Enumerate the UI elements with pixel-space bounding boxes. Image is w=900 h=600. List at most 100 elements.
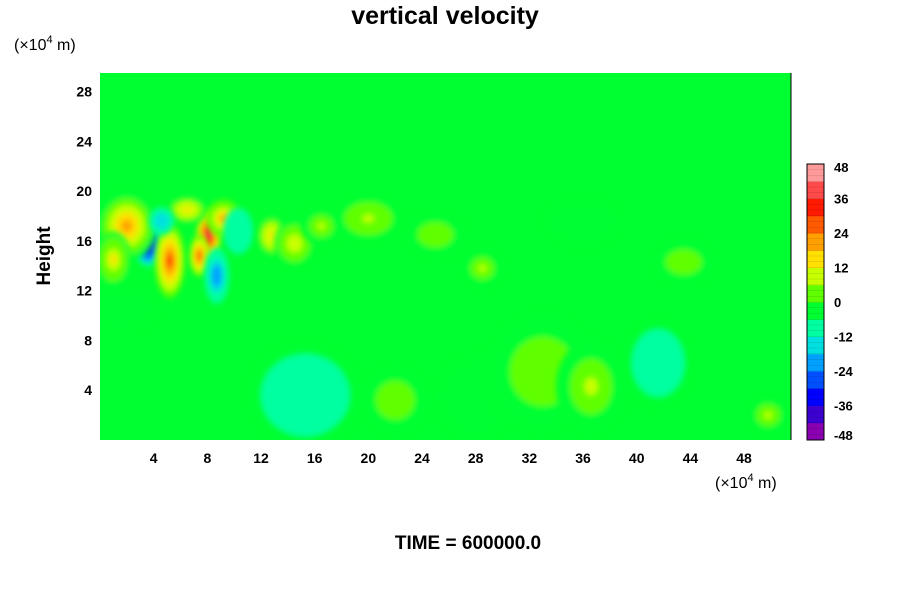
colorbar-tick-label: -48 [834, 428, 853, 443]
heatmap-contour [166, 253, 173, 268]
colorbar-band [807, 422, 824, 441]
y-tick-label: 28 [76, 84, 92, 100]
colorbar-band [807, 181, 824, 199]
y-axis-unit-exponent: 4 [46, 34, 52, 46]
x-tick-label: 36 [575, 450, 591, 466]
heatmap-contour [429, 230, 442, 239]
colorbar-tick-label: -36 [834, 399, 853, 414]
x-tick-label: 32 [522, 450, 538, 466]
x-tick-label: 24 [414, 450, 430, 466]
heatmap-feature-16 [462, 249, 503, 287]
y-tick-label: 4 [84, 382, 92, 398]
heatmap-feature-14 [338, 197, 399, 240]
colorbar-band [807, 302, 824, 320]
heatmap-contour [389, 394, 402, 407]
y-tick-label: 8 [84, 332, 92, 348]
heatmap-feature-26 [748, 396, 789, 434]
heatmap-feature-20 [250, 344, 361, 440]
heatmap-contour [214, 270, 220, 282]
x-axis-unit-tail: m) [754, 475, 777, 492]
x-axis-ticks: 4 8 12 16 20 24 28 32 36 40 44 48 [150, 450, 752, 466]
heatmap-contour [159, 218, 165, 224]
colorbar-border [806, 163, 825, 441]
x-tick-label: 44 [683, 450, 699, 466]
x-tick-label: 16 [307, 450, 323, 466]
heatmap-features [100, 191, 789, 440]
colorbar-band [807, 405, 824, 424]
colorbar-band [807, 284, 824, 303]
colorbar-band [807, 267, 824, 286]
colorbar-band [807, 319, 824, 337]
heatmap-contour [575, 217, 591, 227]
heatmap-feature-3 [189, 234, 210, 277]
colorbar-band [807, 353, 824, 372]
heatmap-contour [362, 214, 374, 223]
x-tick-label: 20 [361, 450, 377, 466]
heatmap-feature-24 [555, 339, 627, 434]
heatmap-contour [584, 377, 598, 396]
colorbar-tick-label: 12 [834, 261, 848, 276]
colorbar-band [807, 388, 824, 406]
heatmap-contour [764, 411, 772, 419]
colorbar-tick-label: -24 [834, 364, 854, 379]
y-tick-label: 24 [76, 133, 92, 149]
colorbar-tick-label: 24 [834, 226, 849, 241]
x-tick-label: 28 [468, 450, 484, 466]
y-axis-unit-base: (×10 [14, 37, 47, 54]
heatmap-feature-5 [100, 231, 131, 288]
heatmap-contour [197, 251, 202, 260]
x-tick-label: 4 [150, 450, 158, 466]
heatmap-feature-19 [100, 286, 158, 333]
colorbar: 48 36 24 12 0 -12 -24 -36 -48 [806, 160, 854, 443]
y-axis-unit: (×104 m) [14, 34, 76, 54]
heatmap-feature-18 [653, 241, 714, 284]
heatmap-feature-17 [545, 199, 621, 246]
time-label: TIME = 600000.0 [395, 533, 541, 554]
colorbar-band [807, 336, 824, 355]
heatmap-plot-area [100, 73, 792, 440]
y-axis-unit-tail: m) [53, 37, 76, 54]
heatmap-contour [294, 385, 316, 405]
colorbar-band [807, 371, 824, 389]
heatmap-contour [110, 254, 117, 265]
x-axis-unit-base: (×10 [715, 475, 748, 492]
heatmap-contour [268, 232, 275, 240]
x-tick-label: 12 [253, 450, 269, 466]
heatmap-feature-21 [362, 367, 428, 433]
heatmap-contour [468, 389, 483, 406]
colorbar-band [807, 164, 824, 182]
chart-title: vertical velocity [351, 2, 539, 30]
heatmap-contour [652, 355, 665, 371]
colorbar-band [807, 233, 824, 251]
x-axis-unit-exponent: 4 [747, 472, 753, 484]
heatmap-contour [678, 258, 690, 267]
heatmap-feature-10 [223, 207, 254, 255]
y-tick-label: 12 [76, 283, 92, 299]
x-tick-label: 40 [629, 450, 645, 466]
heatmap-feature-9 [149, 207, 175, 236]
heatmap-feature-6 [167, 195, 208, 224]
x-tick-label: 8 [203, 450, 211, 466]
colorbar-tick-label: -12 [834, 330, 853, 345]
heatmap-contour [235, 226, 242, 236]
colorbar-tick-label: 0 [834, 295, 841, 310]
heatmap-contour [113, 305, 128, 314]
heatmap-contour [317, 222, 326, 230]
heatmap-contour [121, 219, 133, 233]
heatmap-contour [478, 264, 487, 272]
heatmap-feature-13 [301, 207, 342, 245]
colorbar-band [807, 215, 824, 234]
heatmap-feature-15 [405, 213, 466, 256]
colorbar-bands [807, 164, 824, 441]
y-axis-label: Height [34, 226, 55, 286]
heatmap-feature-1 [154, 223, 185, 299]
colorbar-band [807, 250, 824, 268]
heatmap-feature-8 [204, 247, 230, 304]
heatmap-contour [206, 229, 212, 240]
heatmap-contour [183, 207, 191, 213]
heatmap-contour [532, 360, 554, 383]
colorbar-tick-label: 36 [834, 192, 848, 207]
colorbar-band [807, 198, 824, 217]
x-tick-label: 48 [736, 450, 752, 466]
